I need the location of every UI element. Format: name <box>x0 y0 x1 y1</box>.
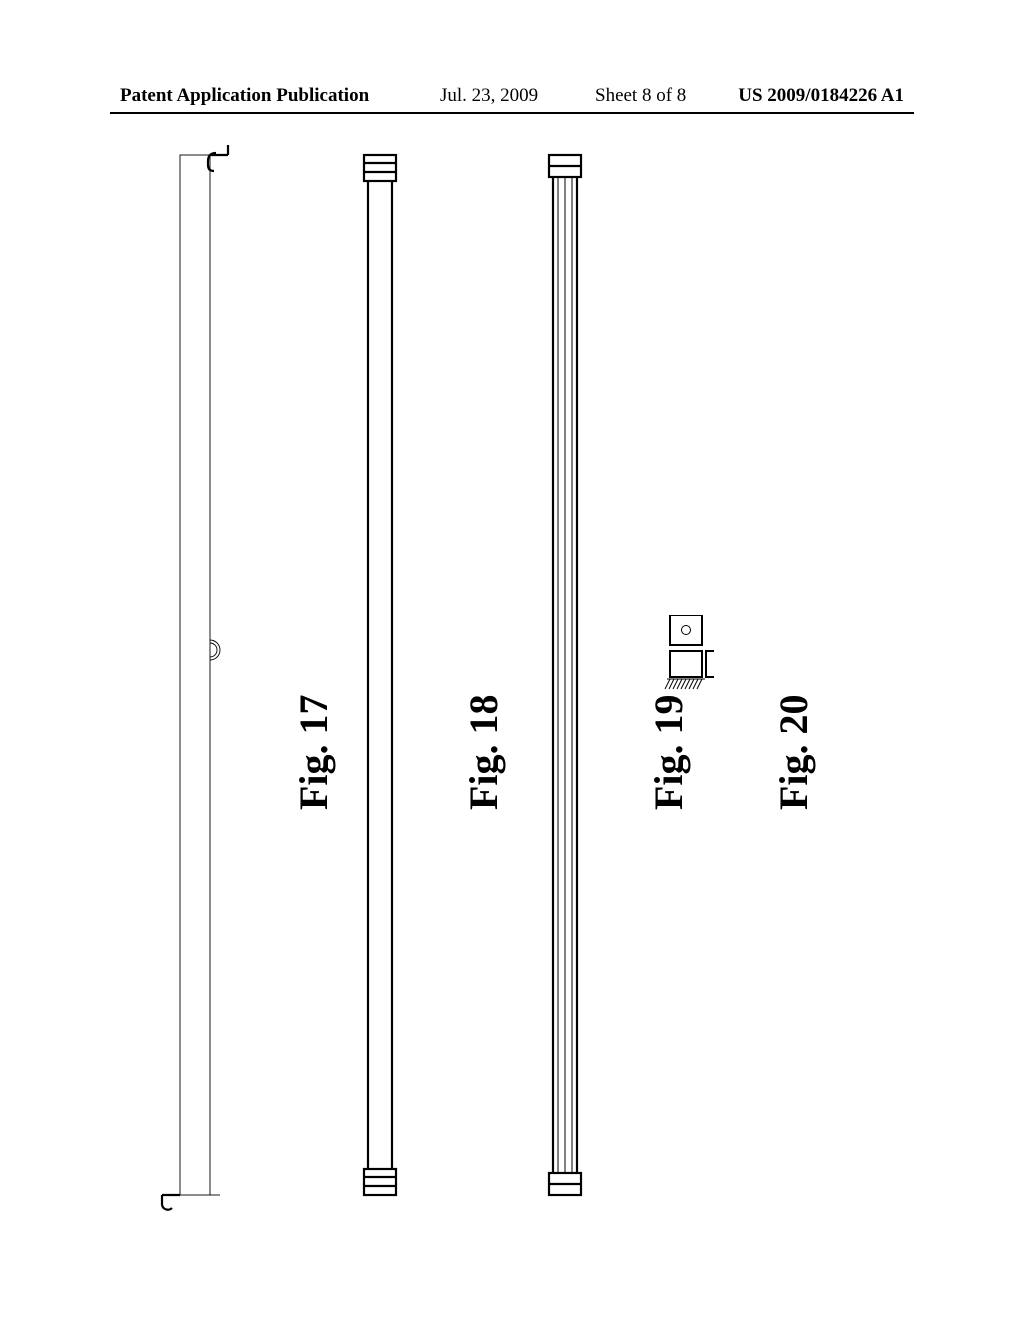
header-publication-type: Patent Application Publication <box>120 85 369 107</box>
figure-18 <box>360 145 400 1215</box>
header-rule <box>110 112 914 114</box>
drawing-sheet: Fig. 17 Fig. 18 Fig. 19 Fig. 20 <box>130 145 900 1225</box>
figure-19-drawing <box>545 145 585 1215</box>
header-publication-number: US 2009/0184226 A1 <box>738 85 904 107</box>
header-sheet-count: Sheet 8 of 8 <box>595 85 686 107</box>
figure-18-drawing <box>360 145 400 1215</box>
figure-20 <box>660 615 715 705</box>
figure-19-label: Fig. 19 <box>645 694 692 810</box>
figure-18-label: Fig. 18 <box>460 694 507 810</box>
figure-20-drawing <box>660 615 720 705</box>
figure-19 <box>545 145 585 1215</box>
figure-17-drawing <box>160 145 235 1215</box>
figure-17 <box>160 145 235 1215</box>
figure-20-label: Fig. 20 <box>770 694 817 810</box>
figure-17-label: Fig. 17 <box>290 694 337 810</box>
header-date: Jul. 23, 2009 <box>440 85 538 107</box>
